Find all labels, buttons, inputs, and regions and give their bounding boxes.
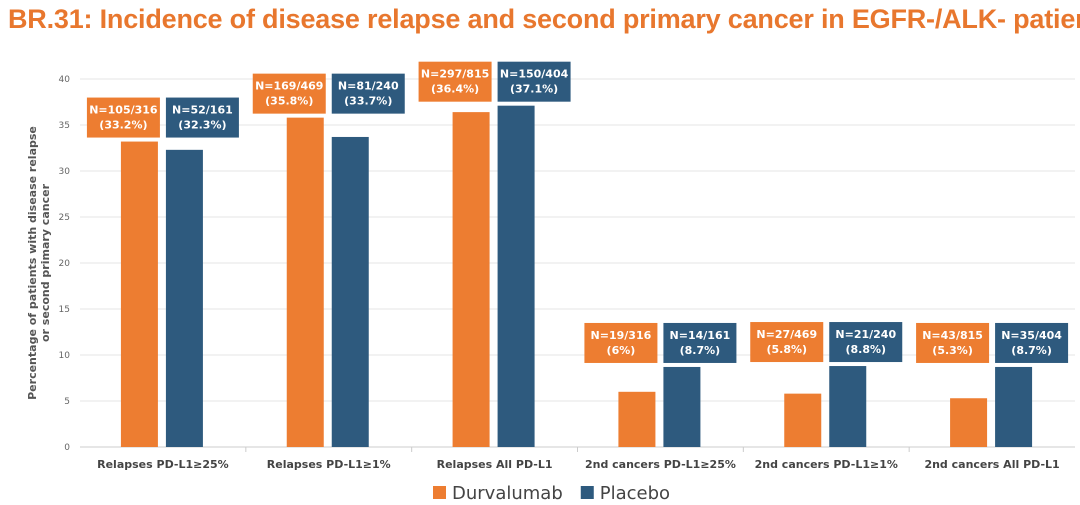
data-label-box <box>86 97 160 138</box>
x-tick-label: Relapses PD-L1≥1% <box>267 458 391 471</box>
data-label-box <box>916 322 990 363</box>
data-label: N=52/161 <box>172 104 233 117</box>
y-axis-label: Percentage of patients with disease rela… <box>26 126 52 400</box>
data-label: N=81/240 <box>338 80 399 93</box>
x-tick-label: Relapses PD-L1≥25% <box>97 458 229 471</box>
bar-durvalumab <box>784 393 822 447</box>
legend-swatch <box>580 486 594 499</box>
data-label: N=43/815 <box>922 329 983 342</box>
data-label: (8.7%) <box>680 344 721 357</box>
data-label: (33.2%) <box>99 119 147 132</box>
y-tick-label: 30 <box>59 167 71 177</box>
data-label-box <box>995 322 1069 363</box>
data-label-box <box>497 61 571 102</box>
data-label-box <box>584 322 658 363</box>
x-tick-label: 2nd cancers PD-L1≥25% <box>585 458 736 471</box>
chart-title: BR.31: Incidence of disease relapse and … <box>8 4 1080 34</box>
data-label: N=19/316 <box>591 329 652 342</box>
data-label: N=105/316 <box>89 104 158 117</box>
x-tick-label: 2nd cancers All PD-L1 <box>924 458 1059 471</box>
bar-placebo <box>663 366 701 447</box>
data-label: (37.1%) <box>510 83 558 96</box>
data-label: (35.8%) <box>265 95 313 108</box>
data-label: N=14/161 <box>670 329 731 342</box>
bar-placebo <box>165 149 203 447</box>
bar-durvalumab <box>950 398 988 447</box>
bar-durvalumab <box>452 112 490 448</box>
data-label-box <box>252 73 326 114</box>
y-tick-label: 15 <box>59 305 70 315</box>
data-label: (32.3%) <box>178 119 226 132</box>
data-label-box <box>418 61 492 102</box>
data-label-box <box>663 322 737 363</box>
data-label: N=150/404 <box>500 68 569 81</box>
data-label: (5.3%) <box>932 344 973 357</box>
y-tick-label: 25 <box>59 213 70 223</box>
data-label-box <box>829 322 903 363</box>
y-tick-label: 40 <box>59 75 71 85</box>
data-label: N=297/815 <box>421 68 489 81</box>
bar-placebo <box>829 366 867 447</box>
y-tick-label: 35 <box>59 121 70 131</box>
bar-placebo <box>497 105 535 448</box>
data-label-box <box>165 97 239 138</box>
data-label: N=35/404 <box>1001 329 1062 342</box>
bar-durvalumab <box>286 117 324 447</box>
y-tick-label: 0 <box>64 443 70 453</box>
x-tick-label: 2nd cancers PD-L1≥1% <box>755 458 898 471</box>
legend-swatch <box>433 486 446 499</box>
bar-durvalumab <box>618 391 656 447</box>
bar-durvalumab <box>120 141 158 447</box>
legend-label: Durvalumab <box>452 483 563 504</box>
data-label-box <box>331 73 405 114</box>
data-label: N=21/240 <box>835 328 896 341</box>
data-label: (8.8%) <box>845 343 886 356</box>
bar-placebo <box>331 136 369 447</box>
x-tick-label: Relapses All PD-L1 <box>437 458 553 471</box>
data-label: (8.7%) <box>1011 344 1052 357</box>
data-label: N=169/469 <box>255 80 323 93</box>
data-label: (36.4%) <box>431 83 479 96</box>
legend-label: Placebo <box>600 483 670 504</box>
y-tick-label: 5 <box>64 397 70 407</box>
y-tick-label: 10 <box>59 351 71 361</box>
data-label: (33.7%) <box>344 95 392 108</box>
data-label: (5.8%) <box>766 343 807 356</box>
bar-placebo <box>995 366 1033 447</box>
data-label: (6%) <box>607 344 636 357</box>
y-tick-label: 20 <box>59 259 71 269</box>
data-label-box <box>750 322 824 363</box>
data-label: N=27/469 <box>756 328 817 341</box>
